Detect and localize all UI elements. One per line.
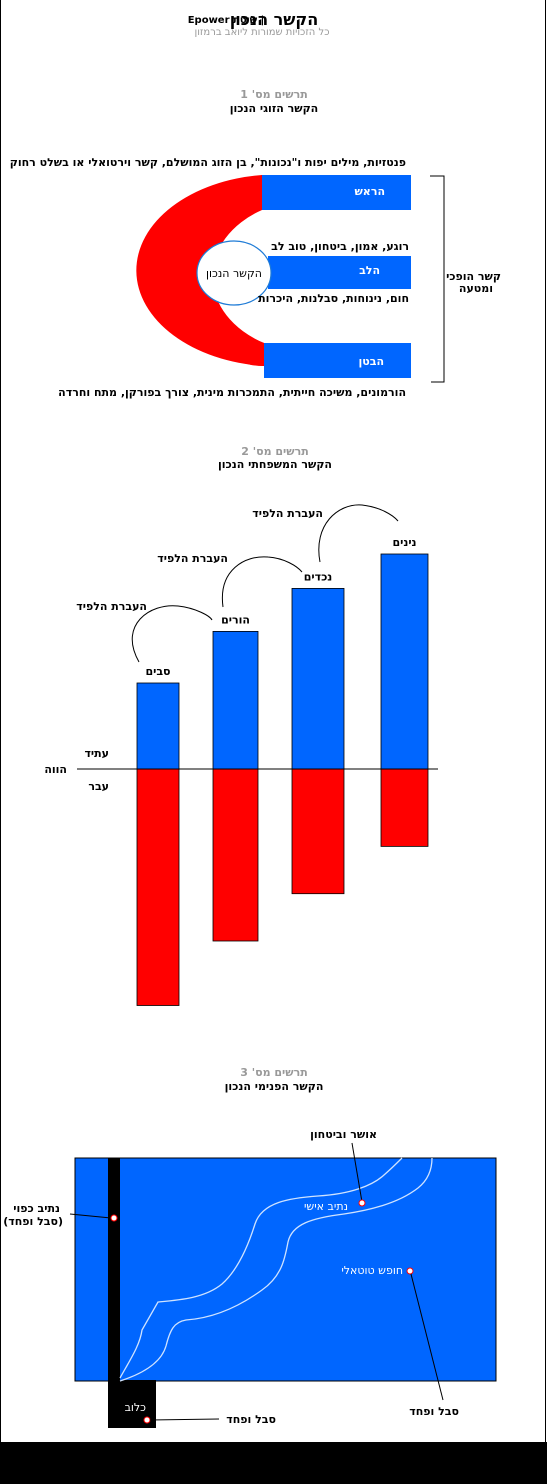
generation-label: נכדים [304, 570, 333, 583]
personal-path-line-a [119, 1157, 403, 1379]
wealth-dot [358, 1199, 366, 1207]
past-bar [291, 768, 345, 895]
future-bar [136, 682, 180, 770]
present-label: הווה [44, 763, 67, 776]
future-bar [212, 631, 259, 770]
total-freedom-label: חופש טוטאלי [341, 1264, 403, 1277]
belly-label: הבטן [358, 355, 384, 368]
bracket-label-line1: קשר הופכי [446, 270, 501, 283]
generation-bars: סבים הורים נכדים נינים [136, 536, 429, 1006]
bottom-bar [0, 1442, 547, 1484]
brand-label: Epower שיטת | [188, 15, 265, 26]
belly-text: הורמונים, משיכה חייתית, התמכרות מינית, צ… [58, 386, 406, 399]
frame-left-border [0, 0, 1, 1442]
heart-bar [268, 256, 411, 289]
future-label: עתיד [84, 747, 109, 760]
past-bar [380, 768, 429, 847]
arc-2 [221, 556, 303, 608]
wealth-label: אושר וביטחון [310, 1128, 377, 1141]
head-bar [262, 175, 411, 210]
forced-path-pointer [69, 1213, 112, 1219]
suffering-bottom-label: סבל ופחד [226, 1413, 276, 1426]
diagram2-title: הקשר המשפחתי הנכון [218, 458, 332, 471]
diagram1-number: תרשים מס' 1 [240, 88, 308, 101]
total-freedom-dot [406, 1267, 414, 1275]
forced-path-label-line1: נתיב כפוי [13, 1202, 60, 1215]
forced-path-bar [108, 1158, 120, 1381]
transfer-label-1: העברת הלפיד [76, 600, 147, 613]
diagram3-title: הקשר הפנימי הנכון [225, 1080, 324, 1093]
generation-label: נינים [392, 536, 416, 549]
diagram2-number: תרשים מס' 2 [241, 445, 309, 458]
transfer-label-2: העברת הלפיד [157, 552, 228, 565]
arc-1 [131, 605, 213, 663]
heart-top-text: רוגע, אמון, ביטחון, טוב לב [271, 240, 409, 253]
wealth-pointer [351, 1142, 363, 1203]
fantasy-text: פנטזיות, מילים יפות ו"נכונות", בן הזוג ה… [10, 156, 406, 169]
prison-label: כלוב [125, 1401, 147, 1414]
personal-path-label: נתיב אישי [304, 1200, 348, 1213]
total-freedom-pointer [410, 1273, 444, 1401]
past-bar [136, 768, 180, 1006]
page-title: הקשר הנכון [230, 10, 318, 29]
heart-bottom-text: חום, נינוחות, סבלנות, היכרות [258, 292, 409, 305]
diagram3-number: תרשים מס' 3 [240, 1066, 308, 1079]
prison-pointer [149, 1418, 220, 1421]
belly-bar [264, 343, 411, 378]
bracket [430, 175, 445, 383]
right-connection-circle [196, 240, 272, 306]
head-label: הראש [354, 185, 385, 198]
diagram1-title: הקשר הזוגי הנכון [230, 102, 319, 115]
suffering-right-label: סבל ופחד [409, 1405, 459, 1418]
forced-path-dot [110, 1214, 118, 1222]
frame-right-border [545, 0, 546, 1442]
future-bar [380, 553, 429, 770]
freedom-field [74, 1157, 497, 1382]
past-bar [212, 768, 259, 942]
generation-label: סבים [145, 665, 170, 678]
diagram-canvas: הקשר הנכון Epower שיטת | כל הזכויות שמור… [3, 10, 501, 1428]
forced-path-label-line2: (סבל ופחד) [3, 1215, 63, 1228]
future-bar [291, 588, 345, 770]
right-connection-label: הקשר הנכון [206, 267, 262, 280]
copyright-text: כל הזכויות שמורות ליואב ברמזון [194, 27, 329, 38]
arc-3 [318, 504, 399, 563]
prison-dot [143, 1416, 151, 1424]
heart-label: הלב [359, 264, 380, 277]
past-label: עבר [88, 780, 109, 793]
generation-label: הורים [221, 613, 250, 626]
transfer-label-3: העברת הלפיד [252, 507, 323, 520]
bracket-label-line2: ומטעה [459, 282, 493, 295]
personal-path-line-b [119, 1157, 433, 1382]
